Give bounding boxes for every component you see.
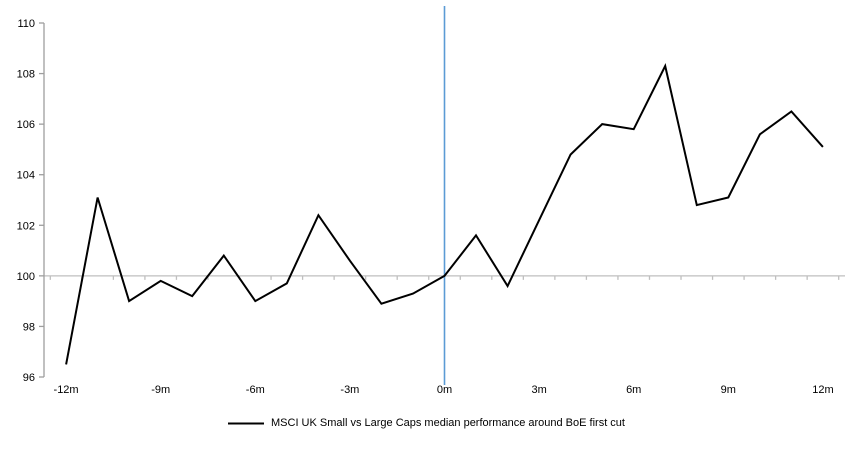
x-tick-label: 0m [437, 384, 452, 396]
x-tick-label: 6m [626, 384, 641, 396]
y-tick-label: 106 [17, 119, 35, 131]
y-tick-label: 100 [17, 271, 35, 283]
y-tick-label: 110 [17, 18, 35, 30]
series-line [65, 63, 824, 365]
y-tick-label: 104 [17, 170, 35, 182]
y-tick-label: 98 [23, 321, 35, 333]
x-tick-label: -6m [246, 384, 265, 396]
y-tick-label: 108 [17, 69, 35, 81]
x-tick-label: -3m [340, 384, 359, 396]
x-tick-label: 9m [721, 384, 736, 396]
legend: MSCI UK Small vs Large Caps median perfo… [0, 417, 852, 429]
x-tick-label: 12m [812, 384, 833, 396]
legend-line-swatch [228, 422, 264, 424]
y-tick-label: 102 [17, 220, 35, 232]
x-tick-label: -12m [54, 384, 79, 396]
x-tick-label: -9m [151, 384, 170, 396]
legend-label: MSCI UK Small vs Large Caps median perfo… [271, 417, 625, 429]
y-tick-label: 96 [23, 372, 35, 384]
x-tick-label: 3m [531, 384, 546, 396]
